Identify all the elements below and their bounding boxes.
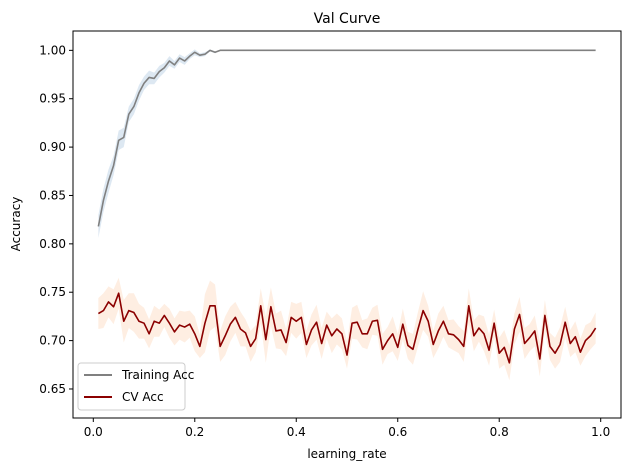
y-tick-label: 0.85 bbox=[39, 188, 66, 202]
legend: Training Acc CV Acc bbox=[77, 362, 194, 411]
band-cv bbox=[98, 277, 596, 381]
band-training bbox=[98, 49, 596, 239]
x-tick-label: 0.0 bbox=[84, 425, 103, 439]
x-tick-label: 0.8 bbox=[490, 425, 509, 439]
series-line-training bbox=[97, 49, 596, 227]
x-axis-label: learning_rate bbox=[307, 447, 386, 461]
x-axis-ticks: 0.0 0.2 0.4 0.6 0.8 1.0 bbox=[84, 418, 610, 439]
legend-label-cv: CV Acc bbox=[122, 390, 164, 404]
plot-area-frame bbox=[72, 30, 622, 419]
confidence-bands bbox=[98, 49, 596, 381]
x-tick-label: 1.0 bbox=[591, 425, 610, 439]
series-lines bbox=[97, 49, 597, 364]
y-tick-label: 0.80 bbox=[39, 237, 66, 251]
y-tick-label: 0.70 bbox=[39, 334, 66, 348]
y-axis-label: Accuracy bbox=[9, 197, 23, 252]
legend-label-training: Training Acc bbox=[121, 368, 194, 382]
x-tick-label: 0.6 bbox=[388, 425, 407, 439]
x-tick-label: 0.4 bbox=[287, 425, 306, 439]
y-axis-ticks: 0.65 0.70 0.75 0.80 0.85 0.90 0.95 1.00 bbox=[39, 43, 73, 396]
series-line-cv bbox=[97, 292, 597, 364]
chart-title: Val Curve bbox=[314, 11, 381, 27]
y-tick-label: 0.65 bbox=[39, 382, 66, 396]
y-tick-label: 0.90 bbox=[39, 140, 66, 154]
x-tick-label: 0.2 bbox=[185, 425, 204, 439]
y-tick-label: 1.00 bbox=[39, 43, 66, 57]
y-tick-label: 0.75 bbox=[39, 285, 66, 299]
y-tick-label: 0.95 bbox=[39, 92, 66, 106]
